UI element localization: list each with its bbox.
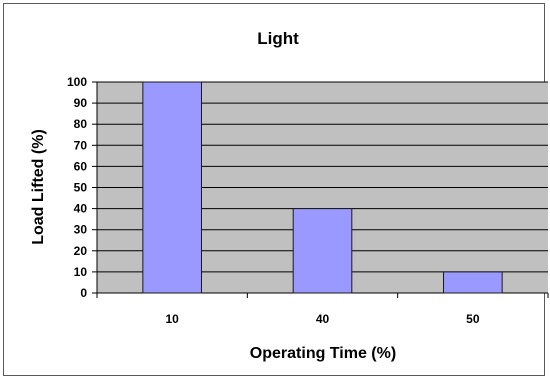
- y-tick-label: 80: [74, 117, 88, 131]
- y-tick-label: 50: [74, 181, 88, 195]
- chart-title: Light: [257, 29, 299, 48]
- y-tick-label: 60: [74, 159, 88, 173]
- bar: [142, 81, 202, 294]
- y-tick-label: 90: [74, 96, 88, 110]
- y-tick-label: 30: [74, 223, 88, 237]
- y-tick-label: 10: [74, 265, 88, 279]
- plot-area: 0 10 20 30 40 50 60 70 80 90 100 10 40 50: [67, 75, 549, 326]
- bar: [292, 208, 353, 294]
- y-tick-label: 40: [74, 202, 88, 216]
- y-axis-label: Load Lifted (%): [30, 129, 47, 245]
- y-tick-label: 100: [67, 75, 87, 89]
- x-tick-label: 10: [165, 312, 179, 326]
- x-axis-label: Operating Time (%): [250, 345, 396, 362]
- y-tick-label: 0: [80, 286, 87, 300]
- y-tick-label: 70: [74, 138, 88, 152]
- bar: [443, 271, 503, 294]
- x-tick-label: 40: [316, 312, 330, 326]
- y-tick-label: 20: [74, 244, 88, 258]
- x-tick-label: 50: [466, 312, 480, 326]
